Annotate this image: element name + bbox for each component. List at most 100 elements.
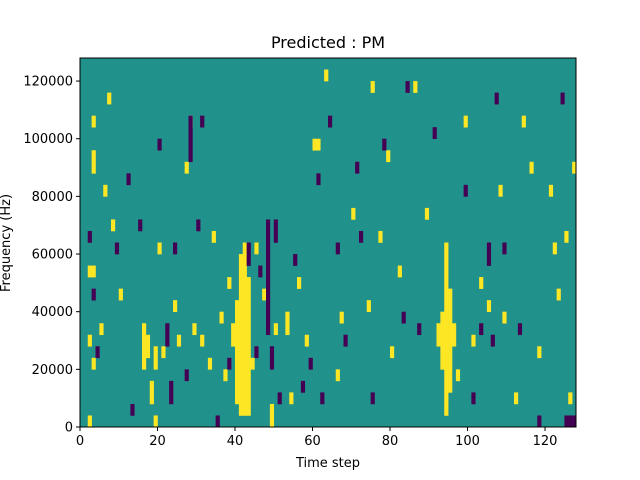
x-axis: 0 20 40 60 80 100 120	[76, 427, 557, 449]
heatmap-cell-high	[254, 242, 259, 255]
chart-title: Predicted : PM	[271, 33, 385, 52]
heatmap-cell-high	[142, 323, 147, 370]
heatmap-cell-high	[335, 369, 340, 382]
y-axis-label: Frequency (Hz)	[0, 194, 14, 292]
heatmap-cell-low	[401, 311, 406, 324]
heatmap-cell-low	[370, 392, 375, 405]
heatmap-cell-high	[107, 92, 112, 105]
heatmap-cell-low	[486, 242, 492, 266]
heatmap-cell-low	[215, 415, 220, 428]
heatmap-cell-low	[382, 138, 387, 151]
heatmap-cell-low	[517, 323, 523, 336]
heatmap-cell-high	[498, 184, 503, 197]
heatmap-cell-low	[130, 403, 135, 416]
x-axis-label: Time step	[295, 456, 360, 471]
heatmap-cell-low	[417, 323, 422, 336]
heatmap-cell-high	[145, 334, 151, 359]
heatmap-cell-low	[126, 173, 131, 186]
y-tick-label: 0	[65, 421, 73, 436]
heatmap-cell-low	[537, 415, 542, 428]
heatmap-cell-high	[242, 242, 247, 416]
heatmap-cell-low	[490, 334, 495, 347]
heatmap-cell-high	[413, 81, 418, 93]
heatmap-cell-high	[173, 300, 178, 312]
heatmap-cell-low	[157, 138, 162, 151]
heatmap-cell-high	[149, 380, 154, 405]
heatmap-cell-low	[463, 184, 468, 197]
x-tick-label: 60	[304, 434, 321, 449]
heatmap-cell-high	[304, 334, 309, 347]
x-tick-label: 100	[455, 434, 480, 449]
heatmap-cell-high	[231, 323, 236, 347]
heatmap-cell-high	[200, 334, 205, 347]
heatmap-cell-low	[188, 115, 193, 163]
heatmap-cell-low	[87, 230, 92, 243]
heatmap-cell-low	[343, 334, 348, 347]
heatmap-cell-low	[269, 346, 275, 370]
heatmap-cell-low	[277, 392, 282, 405]
heatmap-cell-high	[250, 357, 255, 370]
heatmap-cell-high	[471, 334, 476, 347]
heatmap-cell-high	[351, 207, 356, 220]
heatmap-cell-low	[328, 115, 333, 128]
heatmap-cell-high	[192, 323, 197, 336]
heatmap-cells	[87, 69, 577, 428]
heatmap-cell-high	[537, 346, 542, 359]
heatmap-cell-high	[227, 277, 232, 289]
heatmap-cell-low	[184, 369, 189, 382]
heatmap-cell-high	[87, 334, 92, 347]
heatmap-cell-high	[452, 323, 457, 347]
heatmap-cell-low	[173, 242, 178, 255]
y-tick-label: 60000	[32, 248, 73, 263]
heatmap-cell-high	[87, 265, 92, 278]
heatmap-cell-high	[552, 242, 557, 255]
heatmap-cell-low	[200, 115, 205, 128]
heatmap-cell-high	[211, 230, 216, 243]
heatmap-cell-low	[246, 242, 251, 266]
x-tick-label: 20	[149, 434, 166, 449]
heatmap-cell-low	[432, 127, 437, 140]
plot-background	[80, 58, 576, 427]
heatmap-cell-low	[564, 415, 569, 428]
heatmap-cell-high	[424, 207, 430, 220]
heatmap-cell-high	[378, 230, 383, 243]
y-tick-label: 40000	[32, 305, 73, 320]
heatmap-cell-high	[479, 277, 484, 289]
heatmap-cell-high	[103, 184, 108, 197]
heatmap-cell-high	[118, 288, 123, 301]
heatmap-cell-low	[308, 357, 313, 370]
heatmap-cell-low	[95, 346, 100, 359]
heatmap-cell-high	[262, 288, 267, 301]
heatmap-cell-low	[359, 230, 364, 243]
heatmap-cell-high	[486, 300, 492, 312]
heatmap-cell-high	[386, 150, 391, 163]
heatmap-cell-high	[153, 415, 158, 428]
heatmap-cell-low	[560, 92, 565, 105]
heatmap-cell-high	[91, 265, 96, 278]
heatmap-cell-high	[246, 277, 251, 416]
heatmap-cell-high	[448, 288, 453, 393]
y-axis: 0 20000 40000 60000 80000 100000 120000	[23, 75, 80, 436]
y-tick-label: 100000	[23, 132, 73, 147]
heatmap-cell-high	[289, 392, 294, 405]
heatmap-cell-low	[165, 323, 170, 347]
heatmap-cell-high	[324, 69, 329, 82]
heatmap-cell-high	[370, 81, 375, 93]
heatmap-cell-high	[502, 311, 507, 324]
x-tick-label: 40	[227, 434, 244, 449]
heatmap-cell-low	[114, 242, 120, 255]
heatmap-cell-high	[312, 138, 317, 151]
heatmap-cell-low	[568, 415, 573, 428]
heatmap-cell-high	[161, 346, 166, 359]
heatmap-cell-low	[91, 288, 96, 301]
heatmap-cell-high	[91, 115, 96, 128]
heatmap-cell-high	[390, 346, 395, 359]
heatmap-cell-high	[529, 161, 534, 174]
heatmap-cell-low	[479, 323, 484, 336]
heatmap-cell-high	[436, 323, 441, 347]
heatmap-cell-high	[568, 392, 573, 405]
heatmap-cell-high	[316, 138, 321, 151]
heatmap-cell-high	[223, 369, 228, 382]
heatmap-cell-low	[494, 92, 499, 105]
